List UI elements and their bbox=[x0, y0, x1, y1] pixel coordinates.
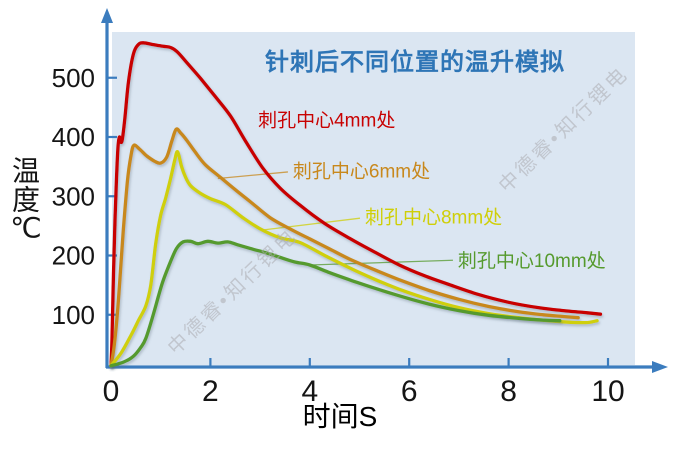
x-axis-arrow bbox=[652, 361, 668, 373]
y-tick-label: 100 bbox=[52, 300, 95, 330]
x-axis-title: 时间S bbox=[303, 401, 378, 432]
leader-lines bbox=[217, 171, 453, 266]
leader-line-6mm bbox=[217, 171, 288, 180]
y-axis-title-char: ℃ bbox=[10, 213, 41, 244]
leader-line-8mm bbox=[262, 217, 361, 231]
leader-line-10mm bbox=[309, 259, 453, 266]
x-tick-label: 0 bbox=[103, 375, 120, 408]
series-curve-10mm bbox=[109, 239, 562, 368]
y-tick-label: 300 bbox=[52, 181, 95, 211]
x-tick-label: 10 bbox=[591, 375, 624, 408]
series-curve-6mm bbox=[109, 127, 580, 368]
series-curve-4mm bbox=[109, 41, 603, 368]
y-tick-label: 500 bbox=[52, 63, 95, 93]
axes: 0 2 4 6 8 10 100 200 300 400 500 bbox=[52, 8, 668, 408]
y-tick-label: 400 bbox=[52, 122, 95, 152]
curves bbox=[109, 41, 603, 368]
x-tick-label: 8 bbox=[500, 375, 517, 408]
y-axis-arrow bbox=[101, 8, 113, 23]
series-curve-8mm bbox=[109, 150, 599, 368]
x-tick-label: 2 bbox=[202, 375, 219, 408]
y-axis-title: 温度℃ bbox=[10, 156, 41, 244]
chart-title: 针刺后不同位置的温升模拟 bbox=[265, 48, 565, 76]
series-label-6mm: 刺孔中心6mm处 bbox=[293, 160, 430, 182]
x-tick-label: 6 bbox=[401, 375, 418, 408]
y-axis-title-char: 度 bbox=[12, 185, 40, 216]
x-tick-label: 4 bbox=[301, 375, 318, 408]
y-tick-label: 200 bbox=[52, 241, 95, 271]
y-axis-title-char: 温 bbox=[12, 156, 40, 187]
series-label-8mm: 刺孔中心8mm处 bbox=[365, 207, 502, 229]
series-label-4mm: 刺孔中心4mm处 bbox=[258, 110, 395, 132]
series-label-10mm: 刺孔中心10mm处 bbox=[458, 250, 606, 272]
